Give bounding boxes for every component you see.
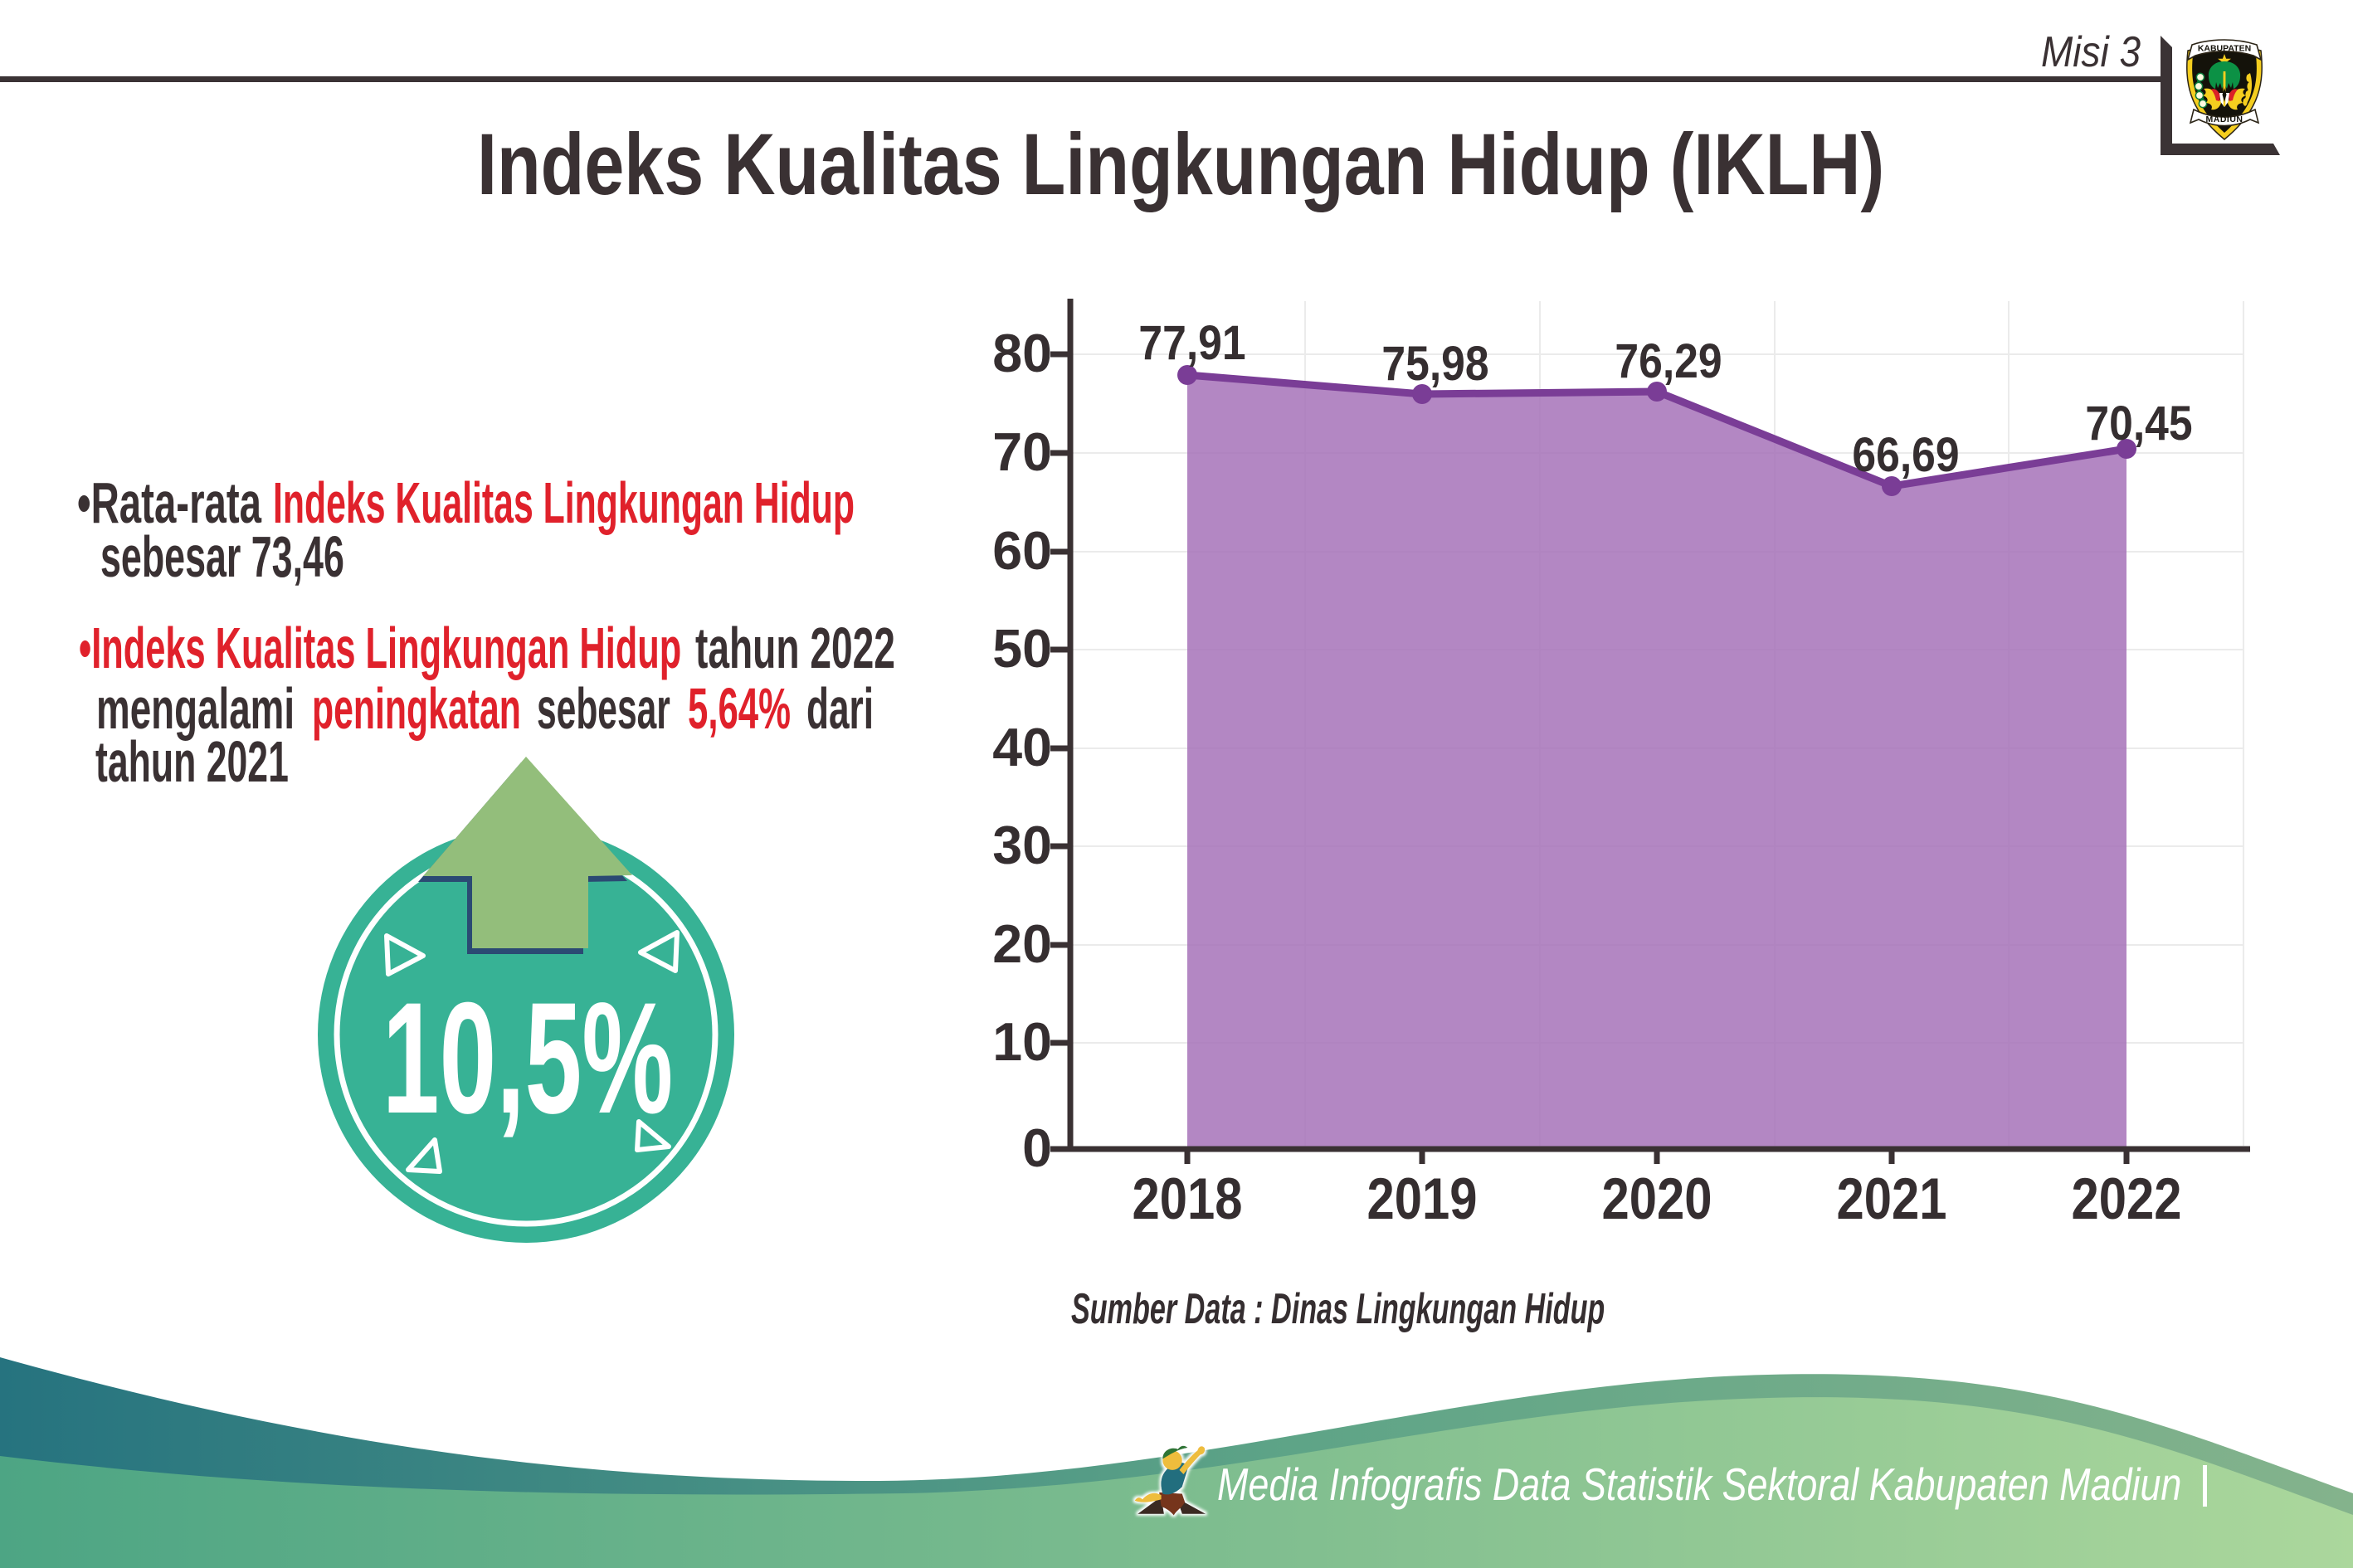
svg-text:50: 50 bbox=[992, 619, 1052, 679]
svg-text:77,91: 77,91 bbox=[1138, 315, 1245, 369]
svg-text:30: 30 bbox=[992, 816, 1052, 875]
svg-text:sebesar 73,46: sebesar 73,46 bbox=[100, 525, 344, 589]
svg-text:70,45: 70,45 bbox=[2085, 396, 2192, 450]
svg-text:75,98: 75,98 bbox=[1381, 336, 1488, 390]
svg-text:5,64%: 5,64% bbox=[688, 677, 791, 742]
svg-text:•Indeks Kualitas Lingkungan Hi: •Indeks Kualitas Lingkungan Hidup bbox=[79, 616, 681, 680]
svg-text:0: 0 bbox=[1022, 1118, 1052, 1178]
svg-text:2021: 2021 bbox=[1837, 1166, 1947, 1231]
svg-text:10,5%: 10,5% bbox=[382, 970, 673, 1147]
svg-text:66,69: 66,69 bbox=[1852, 427, 1959, 481]
svg-text:sebesar: sebesar bbox=[537, 677, 670, 741]
svg-text:Misi 3: Misi 3 bbox=[2041, 28, 2141, 75]
svg-text:Sumber Data : Dinas Lingkungan: Sumber Data : Dinas Lingkungan Hidup bbox=[1071, 1285, 1605, 1333]
svg-text:2020: 2020 bbox=[1602, 1166, 1712, 1231]
svg-text:2022: 2022 bbox=[2072, 1166, 2182, 1231]
svg-text:40: 40 bbox=[992, 718, 1052, 777]
svg-text:60: 60 bbox=[992, 521, 1052, 581]
svg-text:MADIUN: MADIUN bbox=[2206, 114, 2243, 124]
svg-text:Media Infografis Data Statisti: Media Infografis Data Statistik Sektoral… bbox=[1217, 1459, 2181, 1510]
svg-text:Indeks Kualitas Lingkungan Hid: Indeks Kualitas Lingkungan Hidup (IKLH) bbox=[477, 116, 1884, 213]
svg-text:20: 20 bbox=[992, 914, 1052, 974]
svg-text:tahun 2021: tahun 2021 bbox=[95, 730, 289, 795]
svg-text:76,29: 76,29 bbox=[1615, 334, 1722, 387]
svg-text:70: 70 bbox=[992, 422, 1052, 482]
svg-text:•Rata-rata: •Rata-rata bbox=[77, 470, 262, 535]
svg-text:2019: 2019 bbox=[1367, 1166, 1478, 1231]
svg-text:2018: 2018 bbox=[1133, 1166, 1243, 1231]
svg-text:dari: dari bbox=[806, 677, 874, 742]
svg-text:80: 80 bbox=[992, 324, 1052, 383]
svg-text:10: 10 bbox=[992, 1012, 1052, 1072]
svg-text:Indeks Kualitas Lingkungan Hid: Indeks Kualitas Lingkungan Hidup bbox=[273, 470, 855, 535]
svg-text:mengalami: mengalami bbox=[96, 675, 295, 741]
svg-text:KABUPATEN: KABUPATEN bbox=[2198, 44, 2251, 54]
svg-text:tahun 2022: tahun 2022 bbox=[695, 615, 895, 680]
svg-text:peningkatan: peningkatan bbox=[312, 676, 521, 741]
